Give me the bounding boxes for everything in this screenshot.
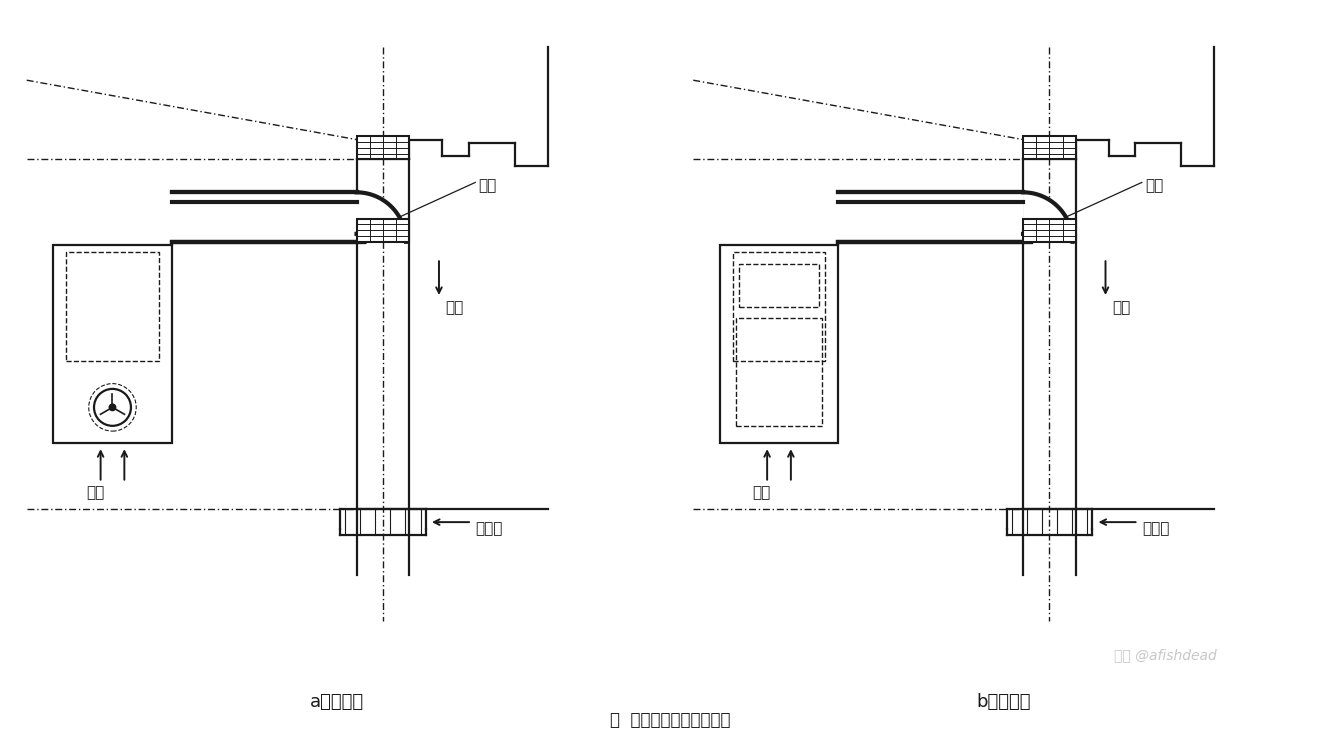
Text: b）引风式: b）引风式: [976, 692, 1030, 711]
Bar: [720, 245, 839, 443]
Circle shape: [109, 403, 117, 411]
Bar: [356, 136, 409, 160]
Bar: [733, 252, 825, 361]
Bar: [839, 193, 1022, 242]
Text: 空气: 空气: [753, 485, 770, 500]
Bar: [54, 245, 172, 443]
Bar: [172, 202, 356, 242]
Text: 空气: 空气: [86, 485, 105, 500]
Text: 进气口: 进气口: [476, 521, 502, 537]
Text: 知乎 @afishdead: 知乎 @afishdead: [1115, 648, 1217, 662]
Bar: [1022, 136, 1076, 160]
Polygon shape: [356, 193, 406, 242]
Bar: [356, 219, 409, 242]
Bar: [173, 193, 356, 241]
Text: 烟气: 烟气: [446, 300, 464, 315]
Bar: [66, 252, 158, 361]
Bar: [172, 193, 356, 242]
Bar: [740, 264, 819, 307]
Bar: [1022, 219, 1076, 242]
Text: 弯头: 弯头: [478, 178, 497, 193]
Text: 进气口: 进气口: [1142, 521, 1170, 537]
Bar: [839, 202, 1022, 242]
Bar: [736, 318, 821, 427]
Text: 烟气: 烟气: [1112, 300, 1131, 315]
Text: 弯头: 弯头: [1146, 178, 1163, 193]
Bar: [839, 193, 1022, 241]
Text: a）鼓风式: a）鼓风式: [310, 692, 363, 711]
Text: 图  鼓风式和引风式热水器: 图 鼓风式和引风式热水器: [610, 711, 730, 728]
Polygon shape: [1022, 193, 1072, 242]
